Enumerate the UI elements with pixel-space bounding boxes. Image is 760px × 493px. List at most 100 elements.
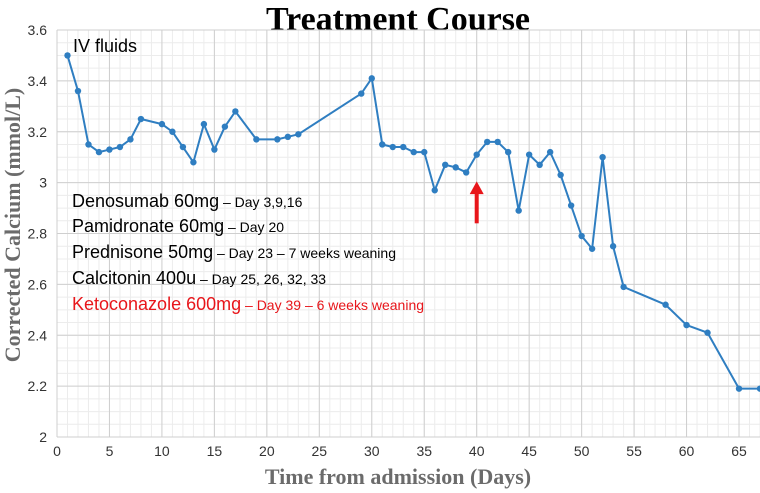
annotation-drug: IV fluids — [73, 36, 137, 56]
data-point — [442, 161, 449, 169]
data-point — [232, 108, 239, 115]
data-point — [295, 131, 302, 138]
y-tick-label: 3.6 — [28, 22, 48, 38]
annotation-item: Ketoconazole 600mg – Day 39 – 6 weeks we… — [72, 294, 424, 314]
y-tick-label: 2.6 — [28, 276, 48, 292]
data-point — [64, 52, 71, 59]
data-point — [756, 385, 760, 392]
x-tick-label: 35 — [416, 443, 432, 459]
data-point — [284, 133, 292, 141]
data-point — [368, 75, 375, 82]
data-point — [483, 138, 491, 146]
data-point — [221, 123, 229, 130]
y-tick-label: 3.4 — [28, 73, 48, 89]
y-tick-label: 2.2 — [28, 378, 48, 394]
data-point — [158, 120, 166, 128]
y-tick-label: 2 — [39, 429, 47, 445]
x-tick-label: 20 — [259, 443, 275, 459]
annotation-drug: Ketoconazole 600mg — [72, 294, 241, 314]
data-point — [735, 385, 743, 392]
annotation-detail: – Day 23 – 7 weeks weaning — [213, 245, 396, 261]
annotation-drug: Calcitonin 400u — [72, 268, 196, 288]
data-point — [536, 161, 543, 169]
annotation-detail: – Day 25, 26, 32, 33 — [196, 271, 326, 287]
data-point — [410, 148, 417, 156]
data-point — [137, 115, 145, 123]
y-axis-label: Corrected Calcium (mmol/L) — [0, 88, 25, 363]
arrow-head — [469, 181, 484, 195]
series-calcium — [64, 52, 760, 392]
x-axis-label: Time from admission (Days) — [265, 464, 531, 489]
annotation-item: Calcitonin 400u – Day 25, 26, 32, 33 — [72, 268, 326, 288]
data-point — [683, 321, 690, 329]
data-point — [525, 151, 533, 158]
annotation-drug: Denosumab 60mg — [72, 191, 219, 211]
annotation-detail: – Day 39 – 6 weeks weaning — [241, 297, 424, 313]
annotation-drug: Pamidronate 60mg — [72, 216, 224, 236]
x-tick-label: 60 — [679, 443, 695, 459]
data-point — [85, 141, 92, 148]
annotation-detail: – Day 3,9,16 — [219, 194, 302, 210]
data-point — [358, 90, 365, 97]
data-point — [662, 301, 669, 308]
treatment-annotations: IV fluids Denosumab 60mg – Day 3,9,16 Pami… — [72, 36, 424, 314]
data-point — [169, 128, 176, 135]
data-point — [546, 148, 554, 156]
data-point — [421, 148, 428, 156]
y-tick-label: 3 — [39, 175, 47, 191]
x-tick-label: 55 — [626, 443, 642, 459]
data-point — [179, 143, 187, 151]
data-point — [557, 171, 564, 179]
data-point — [379, 141, 386, 148]
data-point — [116, 143, 124, 151]
data-point — [452, 164, 459, 171]
chart-title: Treatment Course — [266, 1, 530, 38]
y-tick-label: 3.2 — [28, 124, 48, 140]
y-axis-ticks: 2 2.2 2.4 2.6 2.8 3 3.2 3.4 3.6 — [28, 22, 48, 445]
data-point — [599, 153, 606, 161]
data-point — [95, 148, 103, 156]
annotation-item: Denosumab 60mg – Day 3,9,16 — [72, 191, 303, 211]
ketoconazole-start-arrow — [469, 181, 484, 224]
data-point — [515, 207, 522, 214]
y-tick-label: 2.4 — [28, 327, 48, 343]
annotation-item: IV fluids — [73, 36, 137, 56]
y-tick-label: 2.8 — [28, 226, 48, 242]
x-tick-label: 45 — [521, 443, 537, 459]
data-point — [431, 187, 438, 194]
data-point — [704, 329, 711, 336]
x-tick-label: 40 — [469, 443, 485, 459]
x-tick-label: 5 — [106, 443, 114, 459]
data-point — [400, 143, 407, 151]
annotation-item: Prednisone 50mg – Day 23 – 7 weeks weani… — [72, 242, 396, 262]
x-tick-label: 25 — [312, 443, 328, 459]
x-tick-label: 50 — [574, 443, 590, 459]
data-point — [274, 136, 281, 143]
data-point — [211, 146, 218, 153]
data-point — [494, 138, 501, 146]
x-tick-label: 0 — [53, 443, 61, 459]
data-point — [463, 169, 470, 176]
data-point — [389, 143, 396, 151]
data-point — [74, 87, 82, 95]
data-point — [253, 136, 260, 143]
data-point — [200, 120, 208, 128]
annotation-item: Pamidronate 60mg – Day 20 — [72, 216, 284, 236]
data-point — [473, 151, 480, 158]
annotation-drug: Prednisone 50mg — [72, 242, 213, 262]
data-point — [578, 232, 585, 240]
x-tick-label: 30 — [364, 443, 380, 459]
data-point — [127, 136, 134, 143]
data-point — [504, 148, 512, 156]
data-point — [620, 283, 627, 291]
data-point — [609, 243, 617, 250]
x-tick-label: 15 — [207, 443, 223, 459]
annotation-detail: – Day 20 — [224, 219, 284, 235]
data-point — [106, 146, 113, 153]
x-axis-ticks: 0 5 10 15 20 25 30 35 40 45 50 55 60 65 — [53, 443, 747, 459]
data-point — [567, 202, 575, 209]
data-point — [190, 159, 197, 166]
x-tick-label: 65 — [731, 443, 747, 459]
x-tick-label: 10 — [154, 443, 170, 459]
